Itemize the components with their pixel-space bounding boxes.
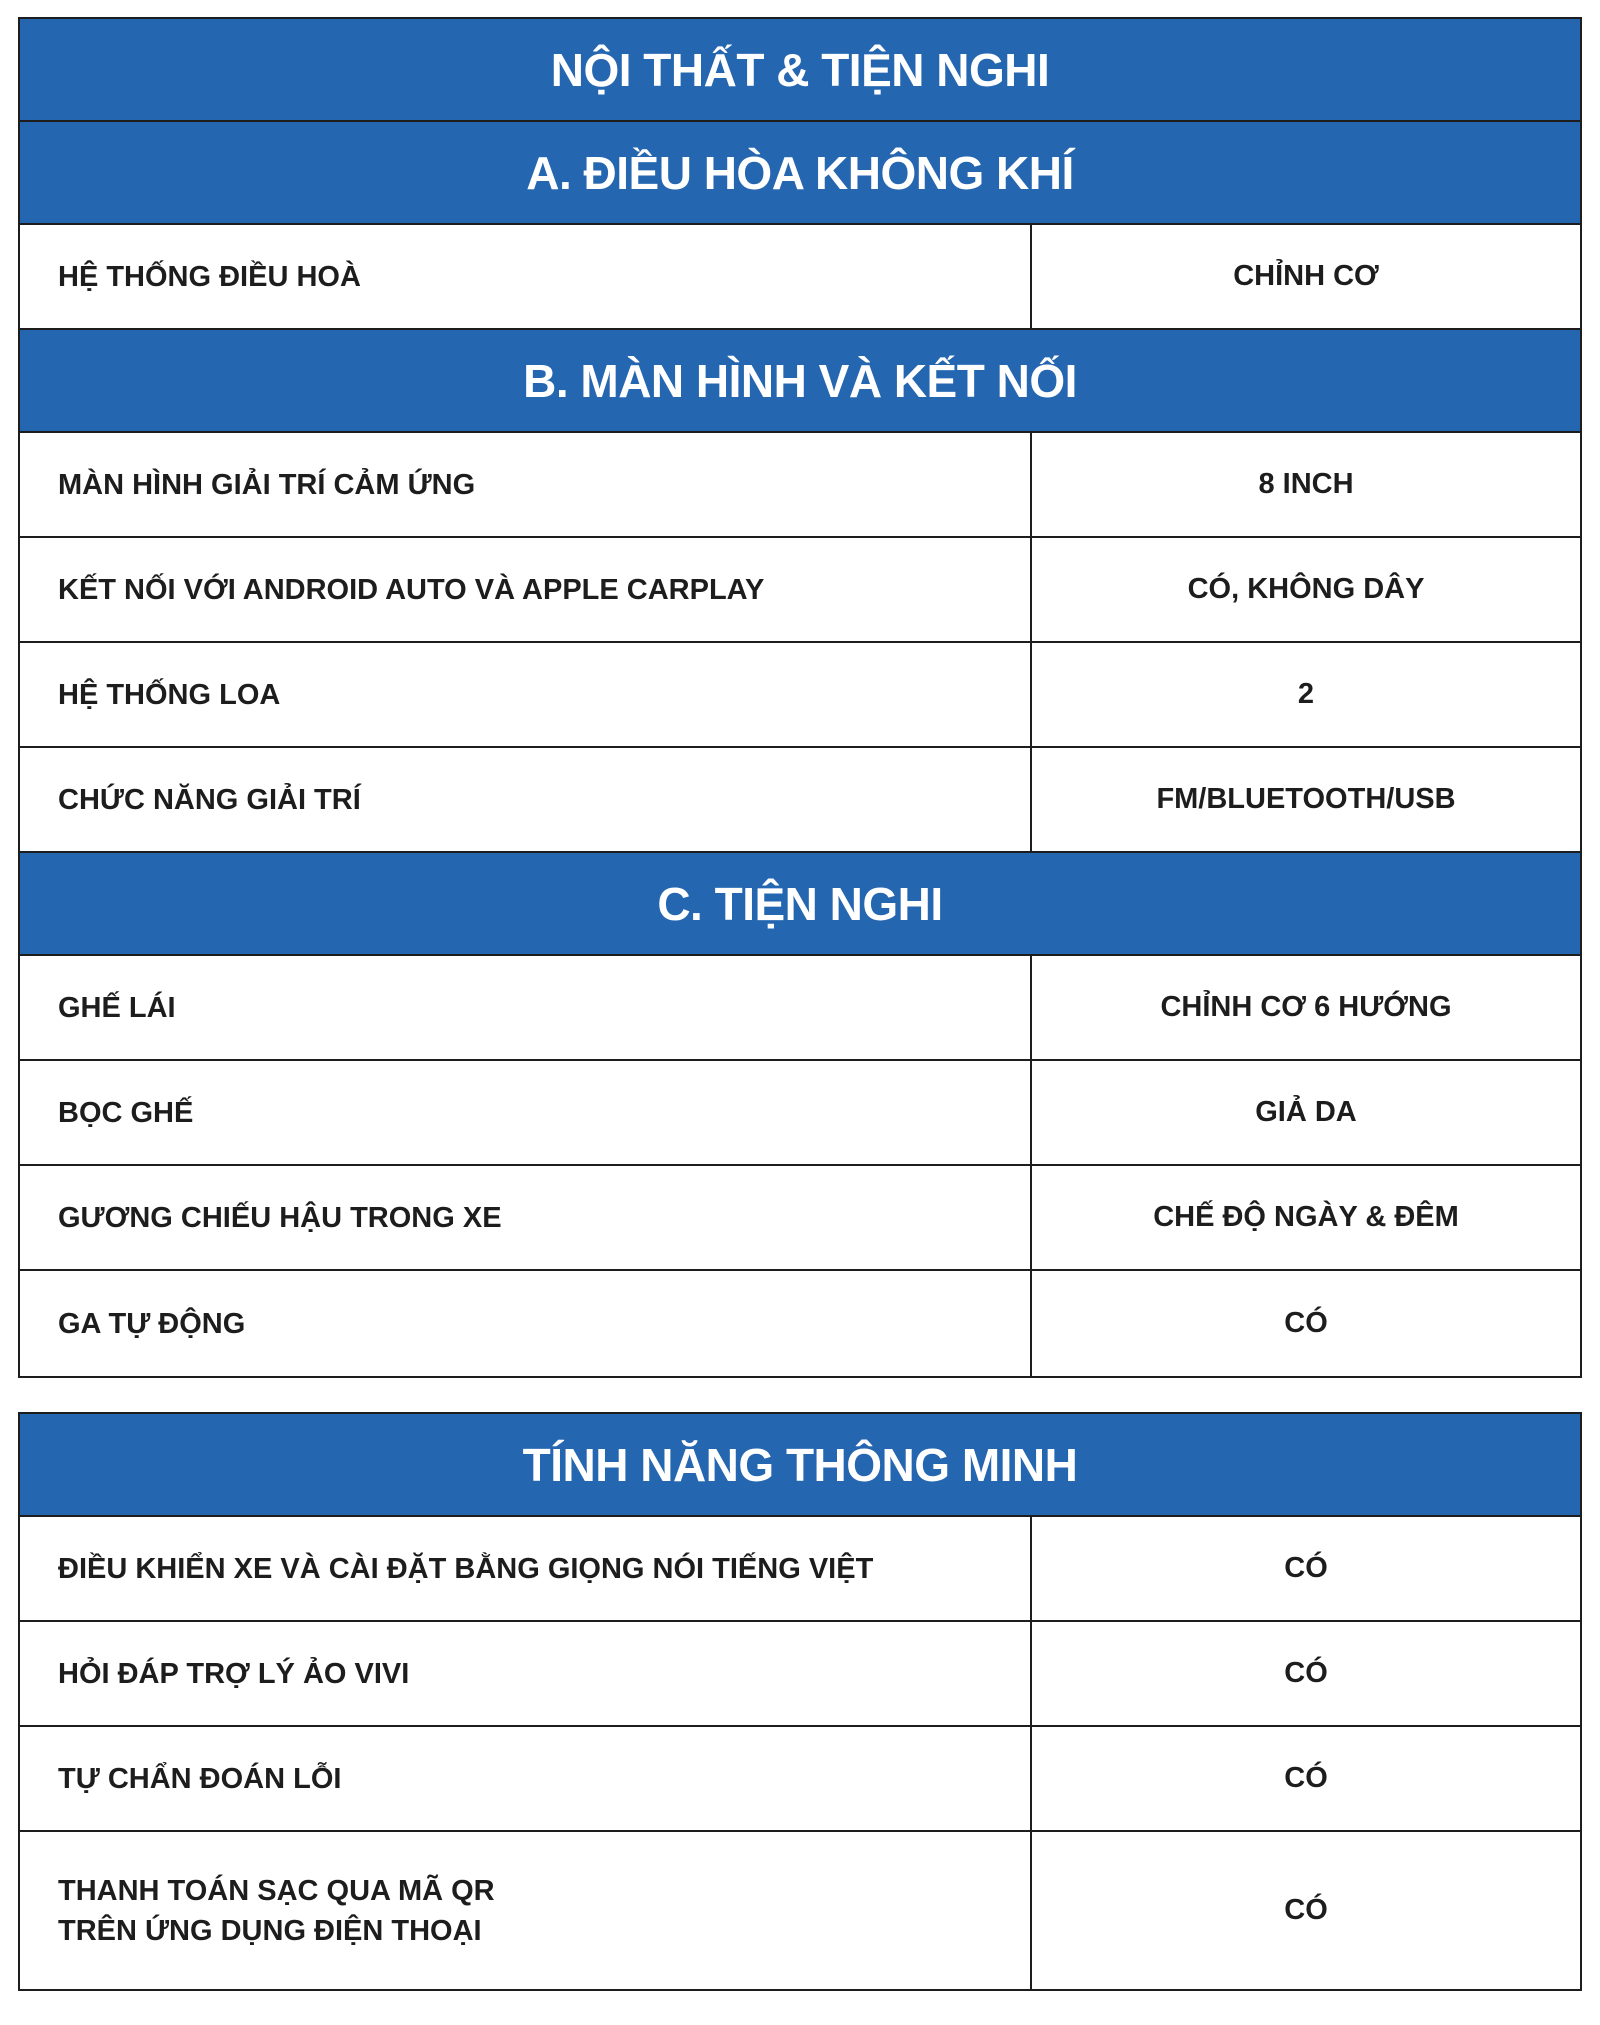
table-title: TÍNH NĂNG THÔNG MINH <box>20 1414 1580 1517</box>
table-title: NỘI THẤT & TIỆN NGHI <box>20 19 1580 122</box>
row-value: CHỈNH CƠ <box>1233 260 1379 292</box>
table-row: HỆ THỐNG LOA 2 <box>20 643 1580 748</box>
row-label: HỎI ĐÁP TRỢ LÝ ẢO VIVI <box>20 1622 1032 1725</box>
section-heading: A. ĐIỀU HÒA KHÔNG KHÍ <box>20 122 1580 225</box>
row-label: ĐIỀU KHIỂN XE VÀ CÀI ĐẶT BẰNG GIỌNG NÓI … <box>20 1517 1032 1620</box>
row-label: GHẾ LÁI <box>20 956 1032 1059</box>
row-label: GƯƠNG CHIẾU HẬU TRONG XE <box>20 1166 1032 1269</box>
row-label: HỆ THỐNG ĐIỀU HOÀ <box>20 225 1032 328</box>
row-label: GA TỰ ĐỘNG <box>20 1271 1032 1376</box>
spec-tables: NỘI THẤT & TIỆN NGHI A. ĐIỀU HÒA KHÔNG KH… <box>18 17 1582 2025</box>
table-row: HỎI ĐÁP TRỢ LÝ ẢO VIVI CÓ <box>20 1622 1580 1727</box>
table-row: TỰ CHẨN ĐOÁN LỖI CÓ <box>20 1727 1580 1832</box>
table-row: BỌC GHẾ GIẢ DA <box>20 1061 1580 1166</box>
section-heading: B. MÀN HÌNH VÀ KẾT NỐI <box>20 330 1580 433</box>
table-row: GHẾ LÁI CHỈNH CƠ 6 HƯỚNG <box>20 956 1580 1061</box>
row-value: CÓ <box>1284 1307 1328 1339</box>
row-label: HỆ THỐNG LOA <box>20 643 1032 746</box>
row-value: 2 <box>1297 678 1315 710</box>
table: NỘI THẤT & TIỆN NGHI A. ĐIỀU HÒA KHÔNG KH… <box>18 17 1582 1378</box>
row-label: CHỨC NĂNG GIẢI TRÍ <box>20 748 1032 851</box>
row-value: CHẾ ĐỘ NGÀY & ĐÊM <box>1153 1201 1459 1233</box>
table-row: MÀN HÌNH GIẢI TRÍ CẢM ỨNG 8 INCH <box>20 433 1580 538</box>
table-row: GƯƠNG CHIẾU HẬU TRONG XE CHẾ ĐỘ NGÀY & ĐÊ… <box>20 1166 1580 1271</box>
row-label: BỌC GHẾ <box>20 1061 1032 1164</box>
row-value: CÓ <box>1284 1552 1328 1584</box>
row-value: FM/BLUETOOTH/USB <box>1156 783 1456 815</box>
row-value: CHỈNH CƠ 6 HƯỚNG <box>1160 991 1452 1023</box>
row-value: CÓ <box>1284 1894 1328 1926</box>
row-value: 8 INCH <box>1258 468 1354 500</box>
table-row: GA TỰ ĐỘNG CÓ <box>20 1271 1580 1376</box>
row-label: KẾT NỐI VỚI ANDROID AUTO VÀ APPLE CARPLA… <box>20 538 1032 641</box>
table-row: CHỨC NĂNG GIẢI TRÍ FM/BLUETOOTH/USB <box>20 748 1580 853</box>
table: TÍNH NĂNG THÔNG MINH ĐIỀU KHIỂN XE VÀ CÀI… <box>18 1412 1582 1991</box>
row-label: MÀN HÌNH GIẢI TRÍ CẢM ỨNG <box>20 433 1032 536</box>
row-label: THANH TOÁN SẠC QUA MÃ QR TRÊN ỨNG DỤNG Đ… <box>20 1832 1032 1989</box>
row-value: CÓ, KHÔNG DÂY <box>1187 573 1425 605</box>
table-row: THANH TOÁN SẠC QUA MÃ QR TRÊN ỨNG DỤNG Đ… <box>20 1832 1580 1989</box>
table-row: KẾT NỐI VỚI ANDROID AUTO VÀ APPLE CARPLA… <box>20 538 1580 643</box>
row-value: GIẢ DA <box>1255 1096 1357 1128</box>
row-value: CÓ <box>1284 1657 1328 1689</box>
section-heading: C. TIỆN NGHI <box>20 853 1580 956</box>
table-row: HỆ THỐNG ĐIỀU HOÀ CHỈNH CƠ <box>20 225 1580 330</box>
row-label: TỰ CHẨN ĐOÁN LỖI <box>20 1727 1032 1830</box>
table-row: ĐIỀU KHIỂN XE VÀ CÀI ĐẶT BẰNG GIỌNG NÓI … <box>20 1517 1580 1622</box>
row-value: CÓ <box>1284 1762 1328 1794</box>
